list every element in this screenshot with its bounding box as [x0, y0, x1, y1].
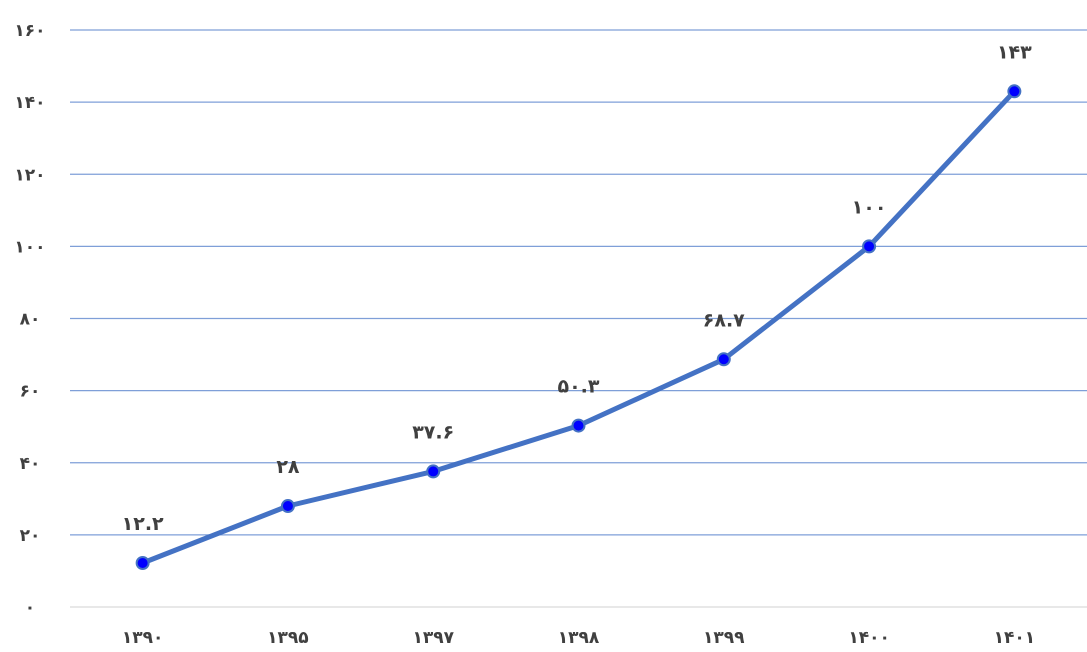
x-tick-label: ۱۴۰۱: [994, 628, 1036, 648]
data-point: [862, 239, 877, 254]
data-point: [280, 499, 295, 514]
y-tick-label: ۰: [25, 598, 35, 618]
data-point: [716, 352, 731, 367]
gridlines: [70, 29, 1087, 608]
y-tick-label: ۴۰: [20, 454, 41, 474]
x-tick-label: ۱۳۹۵: [267, 628, 309, 648]
data-label: ۶۸.۷: [703, 309, 745, 331]
data-labels: ۱۲.۲ ۲۸ ۳۷.۶ ۵۰.۳ ۶۸.۷ ۱۰۰ ۱۴۳: [122, 41, 1033, 535]
y-tick-label: ۱۲۰: [14, 165, 45, 185]
y-tick-label: ۱۶۰: [14, 21, 45, 41]
data-point: [135, 556, 150, 571]
x-tick-label: ۱۳۹۰: [122, 628, 164, 648]
data-point: [426, 464, 441, 479]
y-tick-label: ۶۰: [20, 382, 41, 402]
x-axis-tick-labels: ۱۳۹۰ ۱۳۹۵ ۱۳۹۷ ۱۳۹۸ ۱۳۹۹ ۱۴۰۰ ۱۴۰۱: [122, 628, 1035, 648]
data-label: ۵۰.۳: [557, 376, 599, 398]
data-markers: [135, 84, 1022, 571]
data-label: ۲۸: [276, 456, 300, 478]
data-label: ۱۲.۲: [122, 513, 164, 535]
x-tick-label: ۱۳۹۸: [558, 628, 600, 648]
data-label: ۱۰۰: [852, 196, 887, 218]
y-tick-label: ۱۴۰: [14, 93, 45, 113]
x-tick-label: ۱۳۹۷: [412, 628, 454, 648]
data-point: [571, 418, 586, 433]
y-tick-label: ۱۰۰: [14, 237, 45, 257]
data-label: ۳۷.۶: [412, 421, 454, 443]
y-tick-label: ۸۰: [20, 310, 41, 330]
series-line: [140, 88, 1017, 566]
y-tick-label: ۲۰: [20, 526, 41, 546]
x-tick-label: ۱۴۰۰: [848, 628, 890, 648]
data-point: [1007, 84, 1022, 99]
data-series: [140, 88, 1017, 566]
x-tick-label: ۱۳۹۹: [703, 628, 745, 648]
y-axis-tick-labels: ۰ ۲۰ ۴۰ ۶۰ ۸۰ ۱۰۰ ۱۲۰ ۱۴۰ ۱۶۰: [14, 21, 45, 618]
data-label: ۱۴۳: [997, 41, 1032, 63]
